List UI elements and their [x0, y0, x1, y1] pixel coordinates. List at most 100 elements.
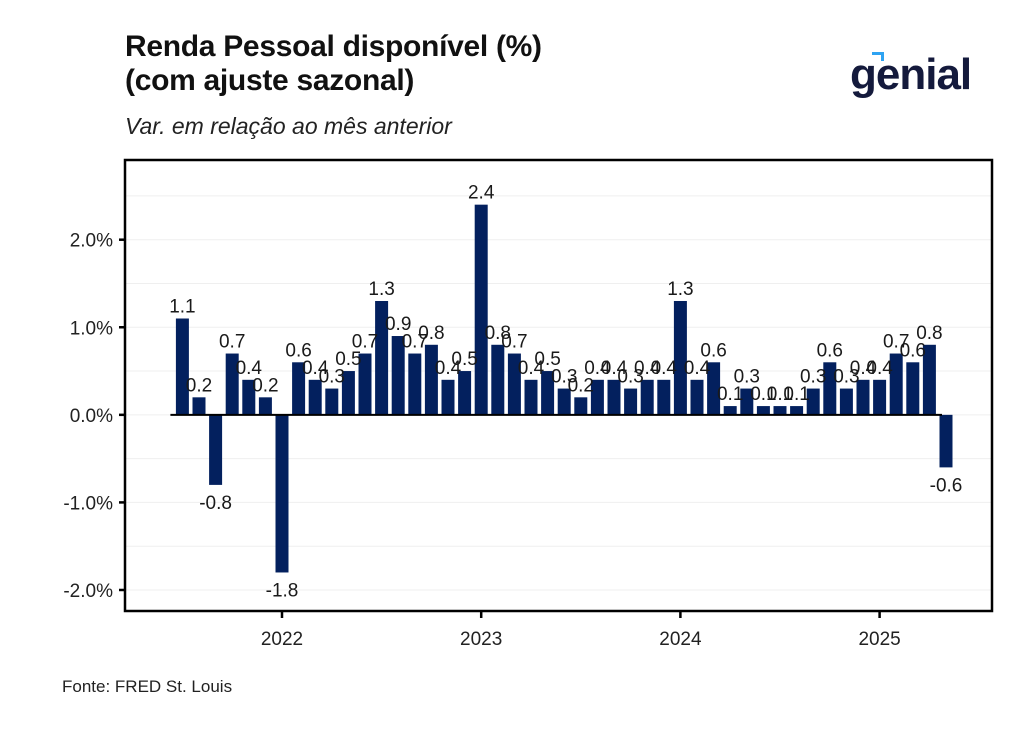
data-label-2023-02: 0.8 — [485, 323, 511, 344]
data-label-2022-06: 0.7 — [352, 332, 378, 353]
data-label-2024-07: 0.1 — [767, 384, 793, 405]
bar-2025-01 — [873, 379, 887, 415]
data-label-2025-01: 0.4 — [866, 358, 893, 379]
data-label-2022-09: 0.7 — [402, 332, 428, 353]
bar-2022-04 — [325, 388, 339, 415]
bar-2025-03 — [906, 362, 920, 415]
data-label-2022-07: 1.3 — [368, 279, 394, 300]
bar-2022-11 — [441, 379, 455, 415]
data-label-2024-02: 0.4 — [684, 358, 711, 379]
bar-2023-06 — [557, 388, 571, 415]
data-label-2022-04: 0.3 — [319, 367, 345, 388]
bar-2022-05 — [341, 371, 355, 415]
data-label-2023-01: 2.4 — [468, 183, 495, 204]
bar-2022-01 — [275, 414, 289, 573]
data-label-2023-10: 0.3 — [617, 367, 643, 388]
x-tick-label: 2022 — [261, 629, 303, 650]
bar-2023-08 — [590, 379, 604, 415]
bar-2024-09 — [806, 388, 820, 415]
bar-2024-11 — [839, 388, 853, 415]
chart-title-line2: (com ajuste sazonal) — [125, 64, 415, 97]
data-label-2022-05: 0.5 — [335, 349, 361, 370]
x-tick-label: 2023 — [460, 629, 502, 650]
bars — [175, 204, 953, 573]
bar-2024-05 — [740, 388, 754, 415]
bar-2021-12 — [258, 397, 272, 415]
data-label-2023-03: 0.7 — [501, 332, 527, 353]
bar-2024-01 — [673, 300, 687, 415]
data-label-2022-02: 0.6 — [285, 340, 311, 361]
bar-2024-06 — [756, 406, 770, 415]
x-tick-label: 2024 — [659, 629, 702, 650]
data-label-2025-02: 0.7 — [883, 332, 909, 353]
data-labels: 1.10.2-0.80.70.40.2-1.80.60.40.30.50.71.… — [169, 183, 962, 602]
bar-2025-02 — [889, 353, 903, 415]
bar-2022-02 — [292, 362, 306, 415]
data-label-2024-11: 0.3 — [833, 367, 859, 388]
data-label-2025-03: 0.6 — [900, 340, 926, 361]
data-label-2023-08: 0.4 — [584, 358, 611, 379]
data-label-2022-11: 0.4 — [435, 358, 462, 379]
bar-2023-02 — [491, 344, 505, 415]
plot-panel-border — [123, 158, 994, 613]
chart-subtitle: Var. em relação ao mês anterior — [125, 113, 452, 139]
data-label-2021-07: 1.1 — [169, 297, 195, 318]
bar-2023-05 — [541, 371, 555, 415]
bar-2023-11 — [640, 379, 654, 415]
data-label-2023-05: 0.5 — [534, 349, 560, 370]
data-label-2024-10: 0.6 — [817, 340, 843, 361]
bar-2023-04 — [524, 379, 538, 415]
bar-2021-10 — [225, 353, 239, 415]
bar-2024-04 — [723, 406, 737, 415]
data-label-2024-03: 0.6 — [700, 340, 726, 361]
data-label-2021-11: 0.4 — [236, 358, 263, 379]
data-label-2022-03: 0.4 — [302, 358, 329, 379]
data-label-2021-08: 0.2 — [186, 375, 212, 396]
y-tick-label: 2.0% — [70, 231, 113, 252]
chart-title-line1: Renda Pessoal disponível (%) — [125, 30, 542, 63]
bar-2022-12 — [458, 371, 472, 415]
bar-2022-09 — [408, 353, 422, 415]
x-axis: 2022 2023 2024 2025 — [261, 611, 901, 650]
data-label-2024-01: 1.3 — [667, 279, 693, 300]
bar-2023-10 — [624, 388, 638, 415]
data-label-2023-11: 0.4 — [634, 358, 661, 379]
data-label-2021-10: 0.7 — [219, 332, 245, 353]
data-label-2022-12: 0.5 — [451, 349, 477, 370]
x-tick-label: 2025 — [858, 629, 900, 650]
bar-2025-04 — [922, 344, 936, 415]
data-label-2023-07: 0.2 — [568, 375, 594, 396]
bar-2023-07 — [574, 397, 588, 415]
bar-2022-03 — [308, 379, 322, 415]
bar-2021-07 — [175, 318, 189, 415]
bar-2022-08 — [391, 336, 405, 415]
logo-text: genial — [850, 50, 972, 99]
data-label-2023-06: 0.3 — [551, 367, 577, 388]
data-label-2024-08: 0.1 — [783, 384, 809, 405]
bar-2024-10 — [823, 362, 837, 415]
logo-accent-icon — [872, 52, 884, 61]
y-tick-label: -2.0% — [63, 581, 113, 602]
data-label-2024-09: 0.3 — [800, 367, 826, 388]
data-label-2022-01: -1.8 — [266, 580, 299, 601]
data-label-2022-10: 0.8 — [418, 323, 444, 344]
bar-2023-09 — [607, 379, 621, 415]
bar-2024-02 — [690, 379, 704, 415]
bar-2024-08 — [790, 406, 804, 415]
data-label-2024-04: 0.1 — [717, 384, 743, 405]
data-label-2022-08: 0.9 — [385, 314, 411, 335]
data-label-2023-04: 0.4 — [518, 358, 545, 379]
data-label-2023-12: 0.4 — [651, 358, 678, 379]
y-tick-label: -1.0% — [63, 493, 113, 514]
data-label-2025-05: -0.6 — [930, 475, 963, 496]
source-note: Fonte: FRED St. Louis — [62, 677, 233, 696]
data-label-2021-09: -0.8 — [199, 493, 232, 514]
data-label-2024-12: 0.4 — [850, 358, 877, 379]
y-tick-label: 1.0% — [70, 318, 113, 339]
bar-2021-11 — [242, 379, 256, 415]
bar-2023-12 — [657, 379, 671, 415]
bar-2022-07 — [375, 300, 389, 415]
data-label-2025-04: 0.8 — [916, 323, 942, 344]
data-label-2024-06: 0.1 — [750, 384, 776, 405]
